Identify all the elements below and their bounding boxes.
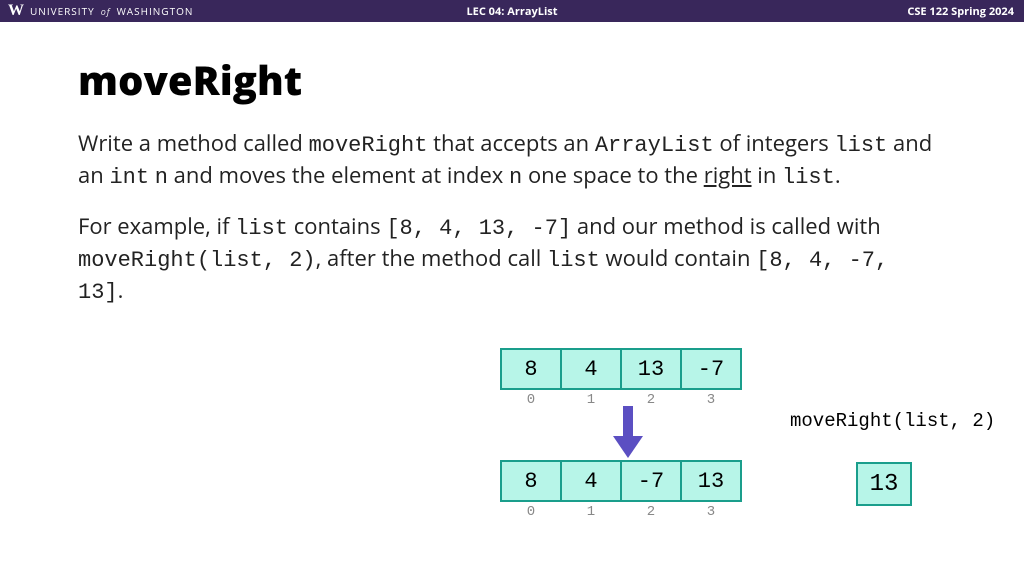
array-after: 84-713 — [500, 460, 742, 502]
array-cell: 4 — [560, 460, 622, 502]
array-cell: -7 — [620, 460, 682, 502]
array-cell: 13 — [680, 460, 742, 502]
university-text-2: WASHINGTON — [117, 4, 194, 18]
array-before: 8413-7 — [500, 348, 742, 390]
w-logo: W — [8, 2, 24, 20]
university-brand: W UNIVERSITY of WASHINGTON — [0, 2, 193, 20]
array-cell: 4 — [560, 348, 622, 390]
diagram: 8413-7 0123 84-713 0123 moveRight(list, … — [500, 348, 1020, 568]
arrow-down-icon — [613, 406, 643, 458]
lecture-label: LEC 04: ArrayList — [466, 4, 557, 19]
slide-header: W UNIVERSITY of WASHINGTON LEC 04: Array… — [0, 0, 1024, 22]
paragraph-2: For example, if list contains [8, 4, 13,… — [78, 212, 946, 307]
extracted-value-cell: 13 — [856, 462, 912, 506]
array-cell: -7 — [680, 348, 742, 390]
array-index: 2 — [620, 504, 682, 520]
slide-title: moveRight — [78, 52, 946, 107]
array-index: 3 — [680, 504, 742, 520]
array-index: 3 — [680, 392, 742, 408]
array-cell: 13 — [620, 348, 682, 390]
university-of: of — [101, 5, 111, 18]
slide-content: moveRight Write a method called moveRigh… — [0, 22, 1024, 307]
university-text-1: UNIVERSITY — [30, 4, 95, 18]
method-call-label: moveRight(list, 2) — [790, 410, 995, 432]
array-index: 0 — [500, 392, 562, 408]
indices-after: 0123 — [500, 504, 742, 520]
array-index: 1 — [560, 504, 622, 520]
paragraph-1: Write a method called moveRight that acc… — [78, 129, 946, 192]
array-index: 0 — [500, 504, 562, 520]
course-label: CSE 122 Spring 2024 — [907, 4, 1014, 19]
array-cell: 8 — [500, 348, 562, 390]
array-cell: 8 — [500, 460, 562, 502]
